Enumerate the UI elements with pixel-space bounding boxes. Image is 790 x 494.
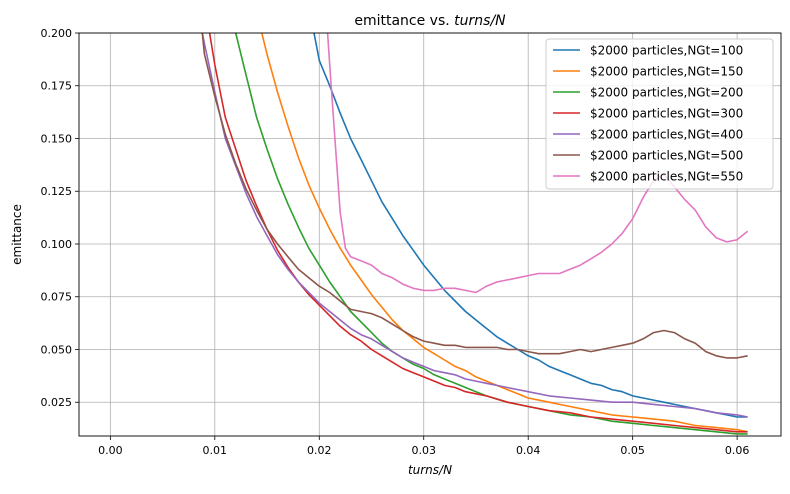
y-tick-label: 0.075 <box>41 291 73 304</box>
legend: $2000 particles,NGt=100 $2000 particles,N… <box>545 38 774 190</box>
y-tick-label: 0.125 <box>41 185 73 198</box>
series-line <box>201 33 748 359</box>
legend-box <box>545 38 774 190</box>
chart-title: emittance vs. turns/N <box>354 13 506 29</box>
y-axis-label: emittance <box>10 204 24 265</box>
chart-title-text: emittance vs. <box>354 13 454 29</box>
y-tick-label: 0.200 <box>41 27 73 40</box>
legend-label: $2000 particles,NGt=400 <box>590 128 743 142</box>
legend-label: $2000 particles,NGt=200 <box>590 86 743 100</box>
legend-label: $2000 particles,NGt=500 <box>590 149 743 163</box>
x-tick-label: 0.05 <box>620 444 645 457</box>
y-tick-label: 0.100 <box>41 238 73 251</box>
y-tick-label: 0.175 <box>41 80 73 93</box>
x-axis-label: turns/N <box>408 463 452 477</box>
plot-frame <box>78 32 782 437</box>
legend-label: $2000 particles,NGt=300 <box>590 107 743 121</box>
x-tick-label: 0.01 <box>203 444 228 457</box>
series-line <box>313 33 748 418</box>
x-tick-label: 0.04 <box>516 444 541 457</box>
legend-label: $2000 particles,NGt=550 <box>590 170 743 184</box>
y-tick-label: 0.050 <box>41 343 73 356</box>
x-tick-label: 0.03 <box>411 444 436 457</box>
chart-title-italic: turns/N <box>454 13 506 29</box>
legend-label: $2000 particles,NGt=150 <box>590 65 743 79</box>
axis-ticks: 0.00 0.01 0.02 0.03 0.04 0.05 0.06 0.025 0.050 0.… <box>41 27 750 457</box>
y-tick-label: 0.150 <box>41 132 73 145</box>
series-line <box>261 33 748 433</box>
y-tick-label: 0.025 <box>41 396 73 409</box>
series-line <box>201 33 748 418</box>
series-line <box>234 33 748 435</box>
series-line <box>208 33 748 433</box>
x-tick-label: 0.00 <box>98 444 123 457</box>
x-tick-label: 0.02 <box>307 444 332 457</box>
x-tick-label: 0.06 <box>725 444 750 457</box>
legend-label: $2000 particles,NGt=100 <box>590 44 743 58</box>
